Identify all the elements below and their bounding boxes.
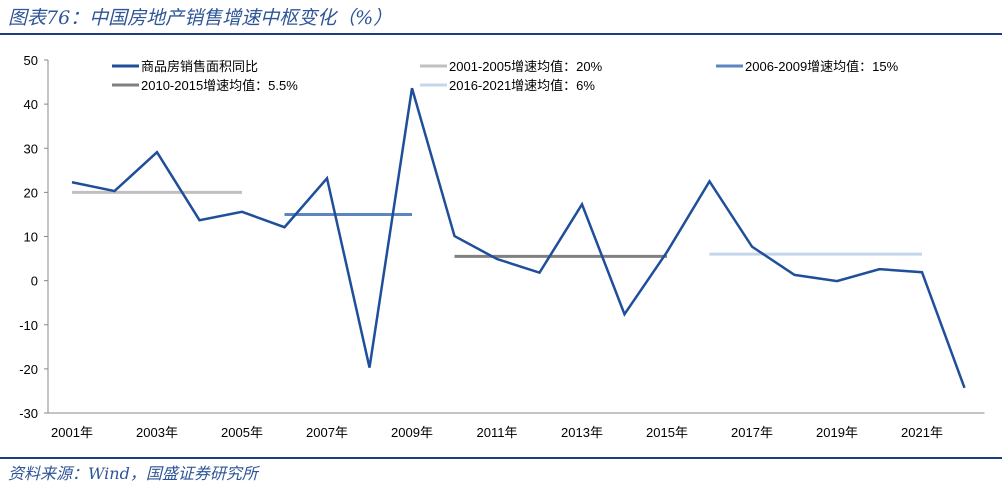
x-tick-label: 2021年 — [901, 425, 943, 440]
y-tick-label: 40 — [24, 97, 38, 112]
source-note: 资料来源：Wind，国盛证券研究所 — [8, 460, 258, 484]
y-tick-label: 30 — [24, 141, 38, 156]
y-tick-label: -10 — [19, 318, 38, 333]
legend-label: 2006-2009增速均值：15% — [745, 59, 899, 74]
legend-label: 2016-2021增速均值：6% — [449, 78, 595, 93]
x-tick-label: 2017年 — [731, 425, 773, 440]
x-tick-label: 2015年 — [646, 425, 688, 440]
y-tick-label: 20 — [24, 185, 38, 200]
y-tick-label: -30 — [19, 406, 38, 421]
footer-divider — [0, 457, 1002, 459]
legend-label: 2010-2015增速均值：5.5% — [141, 78, 298, 93]
series-line — [72, 88, 965, 388]
x-tick-label: 2003年 — [136, 425, 178, 440]
x-tick-label: 2001年 — [51, 425, 93, 440]
y-tick-label: -20 — [19, 362, 38, 377]
legend-label: 商品房销售面积同比 — [141, 59, 258, 74]
x-tick-label: 2019年 — [816, 425, 858, 440]
legend-label: 2001-2005增速均值：20% — [449, 59, 603, 74]
x-tick-label: 2005年 — [221, 425, 263, 440]
x-tick-label: 2009年 — [391, 425, 433, 440]
x-tick-label: 2011年 — [477, 425, 518, 440]
y-tick-label: 10 — [24, 230, 38, 245]
x-tick-label: 2007年 — [306, 425, 348, 440]
x-tick-label: 2013年 — [561, 425, 603, 440]
y-tick-label: 50 — [24, 53, 38, 68]
y-tick-label: 0 — [31, 274, 38, 289]
